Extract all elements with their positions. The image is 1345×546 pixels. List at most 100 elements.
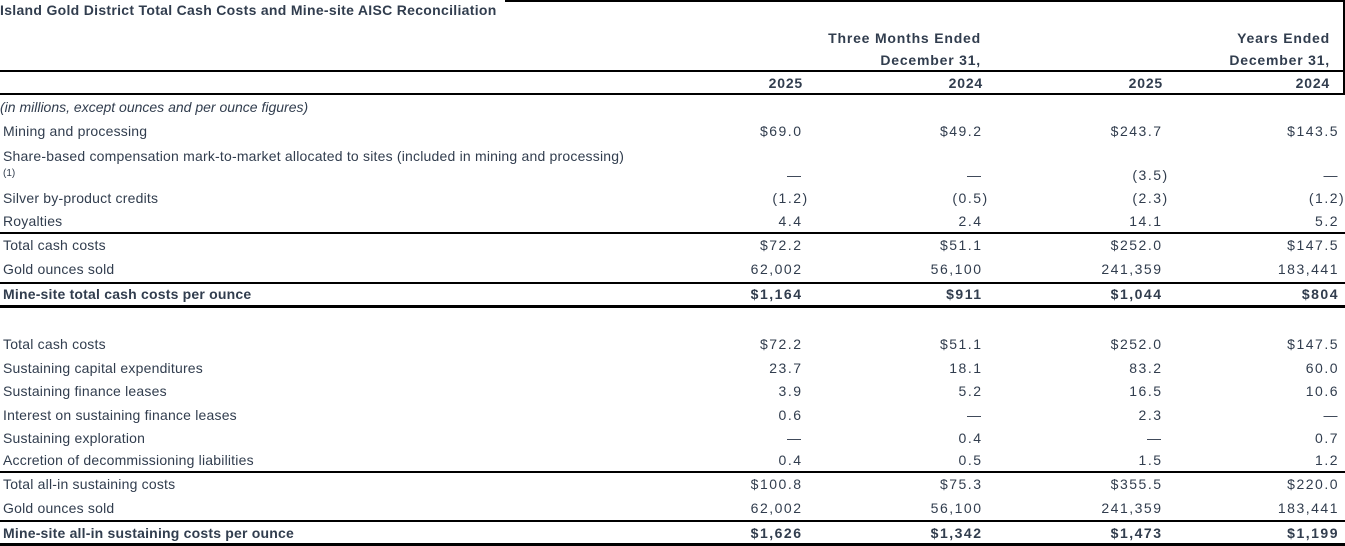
- row-label: Mining and processing: [3, 122, 148, 139]
- value-cell: $49.2: [939, 122, 983, 139]
- value-cell: $51.1: [939, 336, 983, 353]
- table-top-border: [505, 0, 1345, 2]
- value-cell: 14.1: [1129, 212, 1163, 229]
- period-group-quarter-date: December 31,: [880, 51, 981, 68]
- value-cell: 2.4: [958, 212, 983, 229]
- table-title: Island Gold District Total Cash Costs an…: [0, 2, 497, 18]
- table-row: Interest on sustaining finance leases 0.6…: [0, 403, 1345, 427]
- row-label: Total all-in sustaining costs: [3, 476, 176, 492]
- row-label: Gold ounces sold: [3, 261, 115, 277]
- table-row: Silver by-product credits (1.2) (0.5) (2.3)…: [0, 187, 1345, 211]
- year-column-header: 2024: [948, 74, 983, 91]
- value-cell: 0.7: [1315, 430, 1339, 447]
- value-cell: 0.4: [778, 452, 803, 469]
- value-cell: 241,359: [1101, 261, 1163, 277]
- section-gap: [0, 308, 1345, 333]
- table-row: Total all-in sustaining costs $100.8 $75.3…: [0, 470, 1345, 496]
- year-column-header: 2025: [1128, 74, 1163, 91]
- value-cell: $100.8: [750, 476, 803, 492]
- value-cell: 0.6: [778, 406, 803, 423]
- row-label: Interest on sustaining finance leases: [3, 406, 237, 423]
- table-row: Share-based compensation mark-to-market …: [0, 143, 1345, 187]
- value-cell: (2.3): [1132, 190, 1169, 207]
- year-column-header: 2025: [768, 74, 803, 91]
- row-label: Share-based compensation mark-to-market …: [3, 147, 625, 179]
- value-cell: $1,473: [1110, 524, 1163, 541]
- table-row: Mine-site total cash costs per ounce $1,1…: [0, 281, 1345, 308]
- value-cell: 0.4: [958, 430, 983, 447]
- value-cell: 1.2: [1315, 452, 1339, 469]
- value-cell: 0.5: [958, 452, 983, 469]
- table-row: Royalties 4.4 2.4 14.1 5.2: [0, 210, 1345, 232]
- value-cell: 5.2: [1315, 212, 1339, 229]
- value-cell: $1,199: [1287, 524, 1339, 541]
- value-cell: $147.5: [1287, 237, 1339, 253]
- value-cell: $804: [1301, 286, 1339, 303]
- value-cell: $1,164: [750, 286, 803, 303]
- table-row: Accretion of decommissioning liabilities…: [0, 450, 1345, 471]
- value-cell: 2.3: [1138, 406, 1163, 423]
- period-group-year-date: December 31,: [1229, 51, 1330, 68]
- value-cell: 62,002: [750, 499, 803, 516]
- value-cell: —: [967, 166, 983, 183]
- row-label: Total cash costs: [3, 237, 106, 253]
- aisc-section: Total cash costs $72.2 $51.1 $252.0 $147.5 Su…: [0, 333, 1345, 546]
- value-cell: 1.5: [1138, 452, 1163, 469]
- value-cell: $252.0: [1110, 336, 1163, 353]
- value-cell: $72.2: [759, 336, 803, 353]
- table-row: Gold ounces sold 62,002 56,100 241,359 183,4…: [0, 257, 1345, 282]
- period-subheader-row: December 31, December 31,: [0, 49, 1345, 72]
- row-label: Sustaining exploration: [3, 430, 146, 447]
- row-label: Gold ounces sold: [3, 499, 115, 516]
- value-cell: 60.0: [1305, 359, 1339, 376]
- period-group-year: Years Ended: [1237, 29, 1330, 46]
- value-cell: —: [787, 166, 803, 183]
- value-cell: $355.5: [1110, 476, 1163, 492]
- period-group-quarter: Three Months Ended: [828, 29, 981, 46]
- value-cell: (0.5): [952, 190, 989, 207]
- value-cell: —: [1147, 430, 1163, 447]
- value-cell: —: [1323, 406, 1339, 423]
- value-cell: —: [1323, 166, 1339, 183]
- value-cell: $147.5: [1287, 336, 1339, 353]
- row-label: Sustaining finance leases: [3, 383, 167, 400]
- value-cell: $69.0: [759, 122, 803, 139]
- table-row: Total cash costs $72.2 $51.1 $252.0 $147.5: [0, 231, 1345, 257]
- value-cell: 183,441: [1277, 499, 1339, 516]
- period-header-row: Three Months Ended Years Ended: [0, 26, 1345, 49]
- value-cell: 183,441: [1277, 261, 1339, 277]
- value-cell: $220.0: [1287, 476, 1339, 492]
- value-cell: 23.7: [769, 359, 803, 376]
- value-cell: 56,100: [930, 499, 983, 516]
- value-cell: 3.9: [778, 383, 803, 400]
- value-cell: (1.2): [1308, 190, 1345, 207]
- value-cell: $252.0: [1110, 237, 1163, 253]
- units-note-row: (in millions, except ounces and per ounc…: [0, 95, 1345, 119]
- value-cell: $1,626: [750, 524, 803, 541]
- table-title-row: Island Gold District Total Cash Costs an…: [0, 0, 1345, 26]
- value-cell: $51.1: [939, 237, 983, 253]
- value-cell: $243.7: [1110, 122, 1163, 139]
- value-cell: 5.2: [958, 383, 983, 400]
- value-cell: 4.4: [778, 212, 803, 229]
- row-label: Total cash costs: [3, 336, 106, 353]
- value-cell: 241,359: [1101, 499, 1163, 516]
- cash-costs-section: Mining and processing $69.0 $49.2 $243.7 $14…: [0, 119, 1345, 308]
- value-cell: $1,044: [1110, 286, 1163, 303]
- table-row: Mining and processing $69.0 $49.2 $243.7 $14…: [0, 119, 1345, 143]
- value-cell: 16.5: [1129, 383, 1163, 400]
- footnote-marker: (1): [3, 167, 16, 179]
- value-cell: 10.6: [1305, 383, 1339, 400]
- row-label: Mine-site total cash costs per ounce: [3, 286, 252, 303]
- value-cell: 56,100: [930, 261, 983, 277]
- table-row: Gold ounces sold 62,002 56,100 241,359 183,4…: [0, 496, 1345, 521]
- value-cell: $72.2: [759, 237, 803, 253]
- row-label: Mine-site all-in sustaining costs per ou…: [3, 524, 294, 541]
- table-row: Mine-site all-in sustaining costs per ou…: [0, 520, 1345, 546]
- value-cell: $1,342: [930, 524, 983, 541]
- value-cell: $143.5: [1287, 122, 1339, 139]
- value-cell: $911: [946, 286, 983, 303]
- value-cell: (1.2): [772, 190, 809, 207]
- row-label: Sustaining capital expenditures: [3, 359, 203, 376]
